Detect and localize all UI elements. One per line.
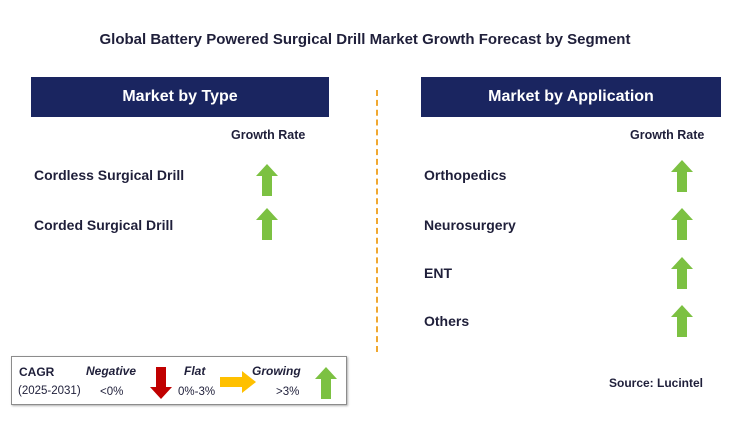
- market-by-application-header: Market by Application: [421, 77, 721, 117]
- type-item-cordless-label: Cordless Surgical Drill: [34, 167, 185, 183]
- green-up-arrow-icon: [315, 367, 337, 399]
- red-down-arrow-icon: [150, 367, 172, 399]
- page-title: Global Battery Powered Surgical Drill Ma…: [99, 31, 631, 48]
- green-up-arrow-icon: [671, 160, 693, 192]
- green-up-arrow-icon: [256, 208, 278, 240]
- cagr-legend: CAGR (2025-2031) Negative <0% Flat 0%-3%…: [11, 356, 347, 405]
- legend-flat-label: Flat: [184, 364, 206, 378]
- application-item-neurosurgery-label: Neurosurgery: [424, 217, 516, 233]
- application-item-orthopedics-label: Orthopedics: [424, 167, 507, 183]
- market-by-type-header: Market by Type: [31, 77, 329, 117]
- right-growth-rate-label: Growth Rate: [630, 128, 705, 142]
- type-item-corded-label: Corded Surgical Drill: [34, 217, 174, 233]
- legend-negative-range: <0%: [100, 386, 124, 398]
- legend-cagr-label: CAGR: [19, 365, 55, 379]
- application-item-ent-label: ENT: [424, 265, 452, 281]
- left-growth-rate-label: Growth Rate: [231, 128, 306, 142]
- legend-growing-label: Growing: [252, 364, 301, 378]
- orange-right-arrow-icon: [220, 371, 256, 393]
- application-item-others-label: Others: [424, 313, 470, 329]
- legend-years-label: (2025-2031): [18, 385, 81, 397]
- legend-negative-label: Negative: [86, 364, 137, 378]
- legend-flat-range: 0%-3%: [178, 386, 216, 398]
- green-up-arrow-icon: [256, 164, 278, 196]
- green-up-arrow-icon: [671, 305, 693, 337]
- panel-divider: [376, 90, 378, 352]
- legend-growing-range: >3%: [276, 386, 300, 398]
- source-label: Source: Lucintel: [609, 376, 704, 390]
- green-up-arrow-icon: [671, 257, 693, 289]
- green-up-arrow-icon: [671, 208, 693, 240]
